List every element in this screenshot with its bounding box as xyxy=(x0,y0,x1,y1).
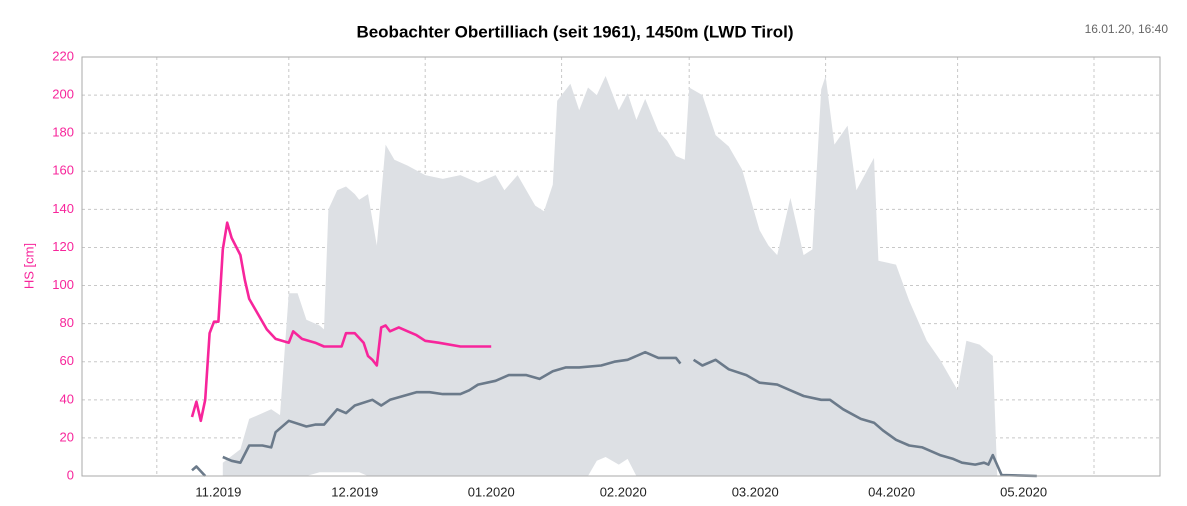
y-tick-label: 140 xyxy=(52,201,74,216)
y-tick-label: 120 xyxy=(52,239,74,254)
y-tick-label: 220 xyxy=(52,48,74,63)
x-tick-label: 02.2020 xyxy=(600,484,647,499)
range-area xyxy=(222,76,998,476)
y-tick-label: 100 xyxy=(52,277,74,292)
x-tick-label: 03.2020 xyxy=(732,484,779,499)
y-tick-label: 160 xyxy=(52,163,74,178)
y-tick-label: 0 xyxy=(67,467,74,482)
y-tick-label: 60 xyxy=(60,353,74,368)
series-line xyxy=(191,350,1037,478)
x-tick-label: 01.2020 xyxy=(468,484,515,499)
y-axis-label: HS [cm] xyxy=(21,243,36,289)
x-tick-label: 04.2020 xyxy=(868,484,915,499)
y-tick-label: 40 xyxy=(60,391,74,406)
y-tick-label: 20 xyxy=(60,429,74,444)
series-line xyxy=(190,221,492,423)
x-tick-label: 11.2019 xyxy=(195,484,241,499)
plot-border xyxy=(81,56,1161,477)
x-tick-label: 12.2019 xyxy=(331,484,378,499)
chart-title: Beobachter Obertilliach (seit 1961), 145… xyxy=(356,22,793,41)
timestamp: 16.01.20, 16:40 xyxy=(1085,22,1169,36)
y-tick-label: 80 xyxy=(60,315,74,330)
y-tick-label: 200 xyxy=(52,87,74,102)
x-tick-label: 05.2020 xyxy=(1000,484,1047,499)
y-tick-label: 180 xyxy=(52,125,74,140)
